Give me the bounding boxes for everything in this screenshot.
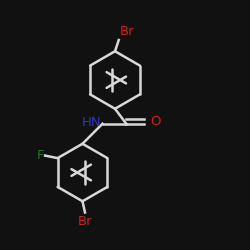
- Text: Br: Br: [120, 25, 134, 38]
- Text: Br: Br: [78, 215, 92, 228]
- Text: O: O: [150, 115, 160, 128]
- Text: F: F: [36, 149, 44, 162]
- Text: HN: HN: [82, 116, 101, 129]
